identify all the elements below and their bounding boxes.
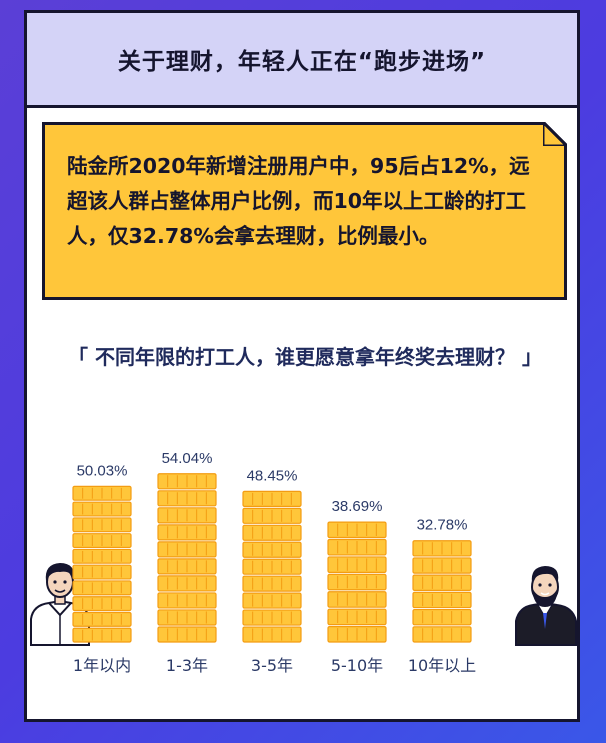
category-label: 5-10年 (331, 656, 383, 675)
bar-3 (242, 490, 302, 643)
value-label: 48.45% (247, 467, 298, 484)
infographic-card: 关于理财，年轻人正在“跑步进场” 陆金所2020年新增注册用户中，95后占12%… (24, 10, 580, 722)
chart-title: 「 不同年限的打工人，谁更愿意拿年终奖去理财？ 」 (68, 345, 542, 369)
bar-4 (327, 521, 387, 643)
category-label: 3-5年 (251, 656, 293, 675)
folded-corner-icon (543, 122, 567, 146)
category-label: 10年以上 (408, 656, 476, 675)
note-box: 陆金所2020年新增注册用户中，95后占12%，远超该人群占整体用户比例，而10… (42, 122, 567, 300)
header-banner: 关于理财，年轻人正在“跑步进场” (27, 13, 577, 108)
bar-1 (72, 485, 132, 643)
bearded-man-icon (515, 566, 577, 646)
bar-2 (157, 473, 217, 643)
note-text: 陆金所2020年新增注册用户中，95后占12%，远超该人群占整体用户比例，而10… (67, 154, 530, 248)
page-title: 关于理财，年轻人正在“跑步进场” (117, 49, 487, 75)
bar-chart: 50.03% 1年以内 54.04% 1-3年 48.45% 3-5年 38.69% 5-10… (30, 450, 577, 675)
category-label: 1-3年 (166, 656, 208, 675)
category-label: 1年以内 (73, 656, 131, 675)
value-label: 54.04% (162, 450, 213, 467)
bar-5 (412, 540, 472, 643)
value-label: 32.78% (417, 517, 468, 534)
value-label: 50.03% (77, 462, 128, 479)
value-label: 38.69% (332, 498, 383, 515)
